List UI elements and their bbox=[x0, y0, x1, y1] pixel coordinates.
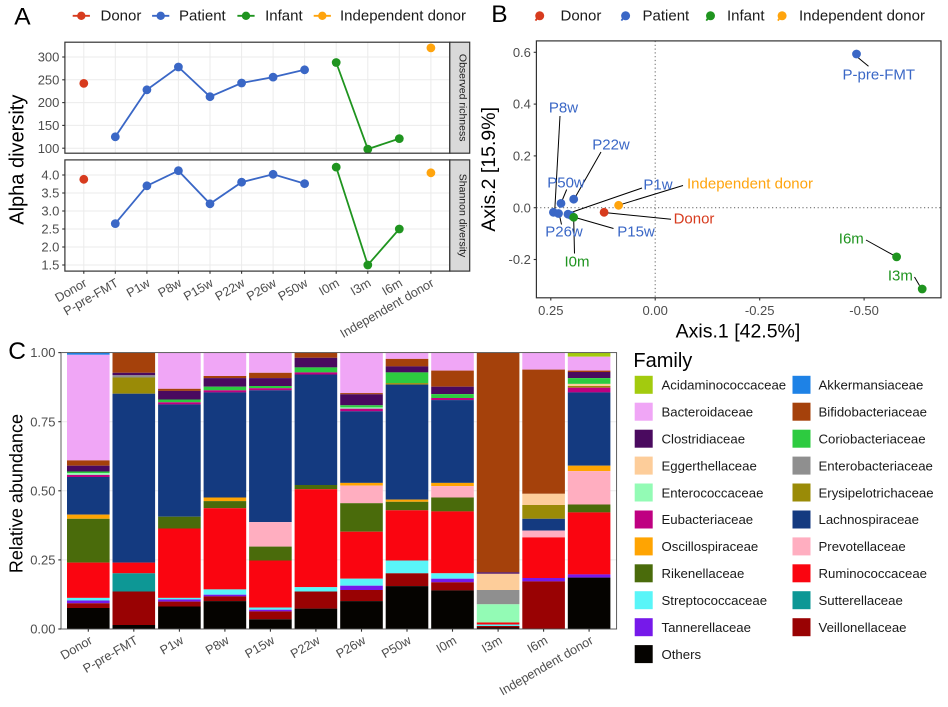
svg-text:Alpha diversity: Alpha diversity bbox=[7, 95, 29, 225]
svg-text:0.4: 0.4 bbox=[513, 97, 531, 112]
svg-text:Independent donor: Independent donor bbox=[687, 176, 813, 193]
svg-text:Donor: Donor bbox=[101, 8, 142, 25]
svg-text:P26w: P26w bbox=[334, 633, 369, 661]
svg-text:Eubacteriaceae: Eubacteriaceae bbox=[662, 512, 754, 527]
svg-text:2.0: 2.0 bbox=[41, 240, 59, 255]
svg-text:P-pre-FMT: P-pre-FMT bbox=[843, 67, 916, 84]
svg-text:P15w: P15w bbox=[181, 275, 216, 303]
svg-text:Enterococcaceae: Enterococcaceae bbox=[662, 485, 764, 500]
svg-text:P1w: P1w bbox=[158, 633, 187, 658]
svg-text:Patient: Patient bbox=[643, 8, 691, 25]
svg-text:150: 150 bbox=[38, 118, 60, 133]
svg-text:-0.2: -0.2 bbox=[508, 252, 530, 267]
svg-text:Tannerellaceae: Tannerellaceae bbox=[662, 620, 751, 635]
svg-text:3.0: 3.0 bbox=[41, 204, 59, 219]
svg-text:P50w: P50w bbox=[276, 275, 311, 303]
svg-text:Rikenellaceae: Rikenellaceae bbox=[662, 566, 745, 581]
svg-text:0.6: 0.6 bbox=[513, 45, 531, 60]
svg-text:3.5: 3.5 bbox=[41, 186, 59, 201]
svg-text:I0m: I0m bbox=[564, 254, 589, 271]
svg-text:0.25: 0.25 bbox=[538, 303, 563, 318]
svg-text:P8w: P8w bbox=[156, 275, 185, 300]
svg-text:0.50: 0.50 bbox=[30, 483, 55, 498]
svg-text:0.0: 0.0 bbox=[513, 200, 531, 215]
svg-text:Infant: Infant bbox=[727, 8, 765, 25]
svg-text:Relative abundance: Relative abundance bbox=[7, 414, 27, 573]
svg-text:Oscillospiraceae: Oscillospiraceae bbox=[662, 539, 759, 554]
svg-text:0.25: 0.25 bbox=[30, 553, 55, 568]
svg-text:P1w: P1w bbox=[124, 275, 153, 300]
svg-text:P50w: P50w bbox=[547, 175, 585, 192]
svg-text:Coriobacteriaceae: Coriobacteriaceae bbox=[819, 432, 926, 447]
svg-text:P26w: P26w bbox=[545, 224, 583, 241]
svg-text:P50w: P50w bbox=[379, 633, 414, 661]
svg-text:Observed richness: Observed richness bbox=[457, 54, 469, 142]
svg-text:Enterobacteriaceae: Enterobacteriaceae bbox=[819, 458, 933, 473]
svg-text:Donor: Donor bbox=[561, 8, 602, 25]
svg-text:P22w: P22w bbox=[592, 137, 630, 154]
svg-text:P15w: P15w bbox=[617, 224, 655, 241]
svg-text:P8w: P8w bbox=[203, 633, 232, 658]
svg-text:C: C bbox=[8, 338, 26, 365]
svg-text:P22w: P22w bbox=[213, 275, 248, 303]
svg-text:Bacteroidaceae: Bacteroidaceae bbox=[662, 405, 754, 420]
svg-text:4.0: 4.0 bbox=[41, 168, 59, 183]
svg-text:0.75: 0.75 bbox=[30, 414, 55, 429]
svg-text:Axis.2 [15.9%]: Axis.2 [15.9%] bbox=[478, 107, 500, 232]
svg-text:2.5: 2.5 bbox=[41, 222, 59, 237]
svg-text:Donor: Donor bbox=[674, 211, 715, 228]
svg-text:250: 250 bbox=[38, 72, 60, 87]
svg-text:Patient: Patient bbox=[179, 8, 227, 25]
svg-text:Independent donor: Independent donor bbox=[340, 8, 466, 25]
svg-text:0.00: 0.00 bbox=[30, 622, 55, 637]
svg-text:Shannon diversity: Shannon diversity bbox=[457, 174, 469, 258]
svg-text:300: 300 bbox=[38, 50, 60, 65]
svg-text:Erysipelotrichaceae: Erysipelotrichaceae bbox=[819, 485, 934, 500]
svg-text:100: 100 bbox=[38, 141, 60, 156]
svg-text:Streptococcaceae: Streptococcaceae bbox=[662, 593, 768, 608]
svg-text:A: A bbox=[14, 3, 31, 30]
svg-text:Others: Others bbox=[662, 647, 702, 662]
svg-text:Ruminococcaceae: Ruminococcaceae bbox=[819, 566, 928, 581]
svg-text:-0.25: -0.25 bbox=[745, 303, 775, 318]
svg-text:I0m: I0m bbox=[317, 276, 342, 299]
svg-text:I6m: I6m bbox=[525, 633, 550, 656]
svg-text:Veillonellaceae: Veillonellaceae bbox=[819, 620, 907, 635]
svg-text:Infant: Infant bbox=[265, 8, 303, 25]
svg-text:Sutterellaceae: Sutterellaceae bbox=[819, 593, 903, 608]
svg-text:P15w: P15w bbox=[243, 633, 278, 661]
svg-text:-0.50: -0.50 bbox=[849, 303, 879, 318]
svg-text:Clostridiaceae: Clostridiaceae bbox=[662, 432, 746, 447]
svg-text:I0m: I0m bbox=[434, 633, 459, 656]
svg-text:Lachnospiraceae: Lachnospiraceae bbox=[819, 512, 919, 527]
svg-text:Bifidobacteriaceae: Bifidobacteriaceae bbox=[819, 405, 928, 420]
svg-text:B: B bbox=[491, 1, 507, 28]
svg-text:P8w: P8w bbox=[549, 100, 578, 117]
svg-text:Acidaminococcaceae: Acidaminococcaceae bbox=[662, 378, 787, 393]
svg-text:Prevotellaceae: Prevotellaceae bbox=[819, 539, 906, 554]
svg-text:1.5: 1.5 bbox=[41, 258, 59, 273]
svg-text:I3m: I3m bbox=[348, 276, 373, 299]
svg-text:I3m: I3m bbox=[479, 633, 504, 656]
svg-text:P1w: P1w bbox=[643, 177, 672, 194]
svg-text:P22w: P22w bbox=[288, 633, 323, 661]
svg-text:P26w: P26w bbox=[244, 275, 279, 303]
svg-text:200: 200 bbox=[38, 95, 60, 110]
svg-text:Axis.1 [42.5%]: Axis.1 [42.5%] bbox=[676, 321, 801, 343]
svg-text:0.2: 0.2 bbox=[513, 149, 531, 164]
svg-text:Eggerthellaceae: Eggerthellaceae bbox=[662, 458, 757, 473]
svg-text:I6m: I6m bbox=[839, 231, 864, 248]
svg-text:I3m: I3m bbox=[888, 268, 913, 285]
svg-text:Akkermansiaceae: Akkermansiaceae bbox=[819, 378, 924, 393]
svg-text:1.00: 1.00 bbox=[30, 345, 55, 360]
svg-text:Independent donor: Independent donor bbox=[799, 8, 925, 25]
svg-text:0.00: 0.00 bbox=[643, 303, 668, 318]
svg-text:Family: Family bbox=[633, 350, 692, 372]
